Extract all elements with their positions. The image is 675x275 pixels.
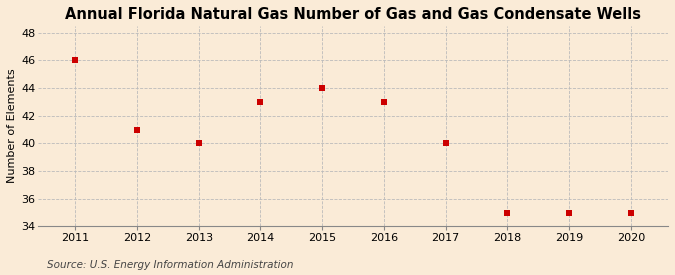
Point	[255, 100, 266, 104]
Point	[193, 141, 204, 145]
Point	[440, 141, 451, 145]
Point	[564, 210, 574, 215]
Point	[70, 58, 80, 63]
Point	[317, 86, 327, 90]
Point	[502, 210, 513, 215]
Text: Source: U.S. Energy Information Administration: Source: U.S. Energy Information Administ…	[47, 260, 294, 270]
Point	[132, 127, 142, 132]
Point	[379, 100, 389, 104]
Y-axis label: Number of Elements: Number of Elements	[7, 69, 17, 183]
Title: Annual Florida Natural Gas Number of Gas and Gas Condensate Wells: Annual Florida Natural Gas Number of Gas…	[65, 7, 641, 22]
Point	[626, 210, 637, 215]
